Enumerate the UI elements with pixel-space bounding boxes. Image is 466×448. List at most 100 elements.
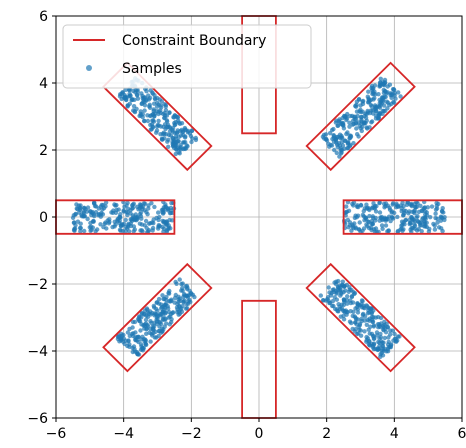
sample-point xyxy=(358,107,363,113)
sample-point xyxy=(136,316,141,322)
sample-point xyxy=(435,220,440,225)
sample-point xyxy=(408,227,413,232)
sample-point xyxy=(390,202,395,207)
sample-point xyxy=(357,303,362,308)
sample-point xyxy=(329,143,335,148)
sample-point xyxy=(183,146,188,152)
x-tick-label: 2 xyxy=(322,426,331,442)
sample-point xyxy=(355,213,361,218)
sample-point xyxy=(353,306,358,311)
sample-point xyxy=(355,132,360,137)
sample-point xyxy=(165,139,170,144)
sample-point xyxy=(170,135,175,141)
sample-point xyxy=(422,205,427,210)
sample-point xyxy=(187,131,192,136)
sample-point xyxy=(440,206,445,211)
sample-point xyxy=(348,309,353,314)
legend: Constraint Boundary Samples xyxy=(62,24,312,89)
sample-point xyxy=(136,339,141,345)
sample-point xyxy=(155,308,160,313)
sample-point xyxy=(396,90,401,95)
sample-point xyxy=(164,113,170,118)
sample-point xyxy=(177,277,182,282)
sample-point xyxy=(129,218,135,224)
sample-point xyxy=(367,316,372,321)
sample-point xyxy=(145,314,151,319)
sample-point xyxy=(364,322,369,327)
sample-point xyxy=(152,324,157,329)
sample-point xyxy=(170,310,176,315)
sample-point xyxy=(355,331,360,337)
sample-point xyxy=(412,223,418,229)
sample-point xyxy=(158,330,164,335)
sample-point xyxy=(350,122,355,127)
sample-point xyxy=(407,221,412,227)
sample-point xyxy=(138,213,144,219)
sample-point xyxy=(133,330,138,335)
sample-point xyxy=(140,334,145,339)
sample-point xyxy=(355,310,361,315)
sample-point xyxy=(157,223,162,229)
sample-point xyxy=(180,129,185,135)
sample-point xyxy=(366,89,371,94)
sample-point xyxy=(378,331,383,337)
sample-point xyxy=(139,101,144,107)
sample-point xyxy=(148,122,153,128)
sample-point xyxy=(173,151,178,157)
sample-point xyxy=(154,317,159,322)
sample-point xyxy=(123,217,128,223)
sample-point xyxy=(122,341,127,347)
sample-point xyxy=(364,112,369,117)
sample-point xyxy=(376,113,381,118)
sample-point xyxy=(184,301,189,307)
sample-point xyxy=(360,212,366,218)
sample-point xyxy=(354,109,360,114)
sample-point xyxy=(135,352,141,357)
sample-point xyxy=(428,215,433,220)
sample-point xyxy=(102,221,108,226)
sample-point xyxy=(361,98,366,104)
sample-point xyxy=(167,211,173,216)
sample-point xyxy=(333,306,338,312)
sample-point xyxy=(173,279,178,285)
sample-point xyxy=(173,122,178,127)
sample-point xyxy=(355,317,361,322)
sample-point xyxy=(144,326,149,331)
sample-point xyxy=(144,306,150,311)
sample-point xyxy=(345,130,350,135)
sample-point xyxy=(72,228,77,233)
sample-point xyxy=(392,93,397,98)
sample-point xyxy=(162,296,167,302)
sample-point xyxy=(148,339,153,344)
sample-point xyxy=(166,144,171,149)
sample-point xyxy=(387,207,393,212)
sample-point xyxy=(327,131,333,136)
sample-point xyxy=(130,202,135,207)
sample-point xyxy=(350,118,356,124)
sample-point xyxy=(346,289,351,294)
sample-point xyxy=(144,331,149,336)
sample-point xyxy=(347,124,352,129)
sample-point xyxy=(376,346,382,351)
sample-point xyxy=(166,226,171,232)
sample-point xyxy=(378,354,383,359)
y-tick-label: 4 xyxy=(39,76,48,92)
sample-point xyxy=(377,200,382,206)
sample-point xyxy=(165,304,170,309)
sample-point xyxy=(152,204,157,210)
sample-point xyxy=(423,224,428,229)
sample-point xyxy=(120,222,125,228)
sample-point xyxy=(148,113,154,118)
sample-point xyxy=(367,331,372,336)
sample-point xyxy=(341,317,347,322)
sample-point xyxy=(388,343,394,348)
sample-point xyxy=(177,151,182,156)
sample-point xyxy=(129,96,135,102)
sample-point xyxy=(135,89,140,94)
sample-point xyxy=(117,214,122,220)
sample-point xyxy=(362,329,367,334)
sample-point xyxy=(137,202,143,207)
y-tick-label: −4 xyxy=(27,344,48,360)
sample-point xyxy=(347,319,353,324)
x-tick-label: 6 xyxy=(458,426,466,442)
